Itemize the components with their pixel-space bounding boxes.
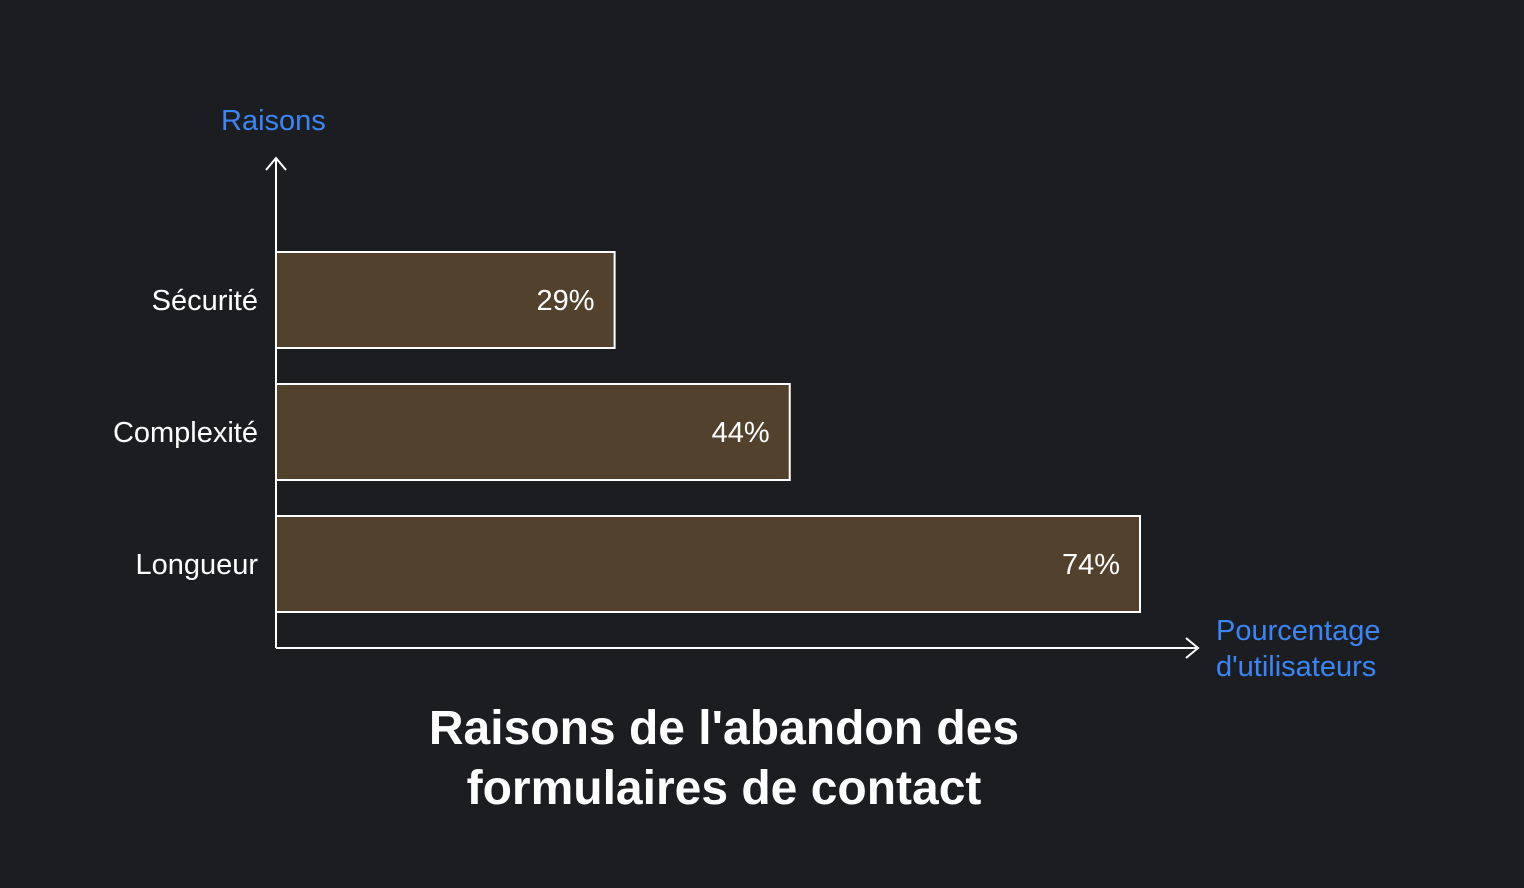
- bar-1: [275, 383, 791, 481]
- bar-2: [275, 515, 1141, 613]
- x-axis-arrow-icon: [1185, 637, 1200, 659]
- chart-title-line-2: formulaires de contact: [467, 762, 982, 815]
- chart-title-line-1: Raisons de l'abandon des: [429, 702, 1019, 755]
- bars-group: 29% Sécurité 44% Complexité 74% Longueur: [113, 251, 1141, 613]
- bar-value-label-2: 74%: [1062, 549, 1120, 581]
- category-label-0: Sécurité: [152, 285, 258, 317]
- bar-value-label-0: 29%: [537, 285, 595, 317]
- x-axis-label-line-1: Pourcentage: [1216, 615, 1380, 647]
- category-label-2: Longueur: [135, 549, 258, 581]
- x-axis-label-line-2: d'utilisateurs: [1216, 651, 1376, 683]
- bar-0: [275, 251, 616, 349]
- y-axis-arrow-icon: [265, 156, 287, 171]
- y-axis-label: Raisons: [221, 105, 326, 137]
- category-label-1: Complexité: [113, 417, 258, 449]
- bar-value-label-1: 44%: [712, 417, 770, 449]
